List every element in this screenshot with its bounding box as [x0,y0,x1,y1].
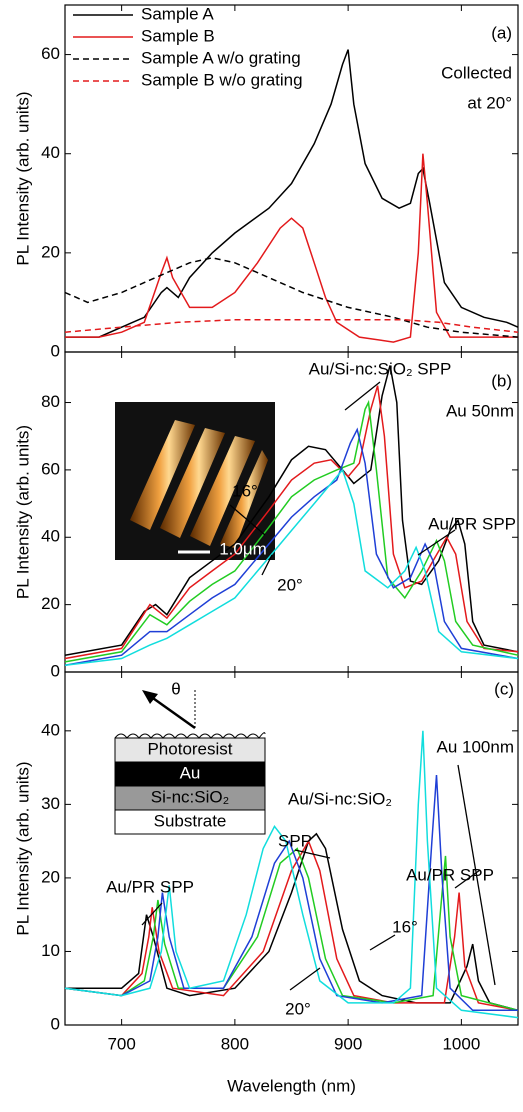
annotation: Substrate [154,811,227,830]
x-tick-label: 800 [221,1034,249,1053]
y-axis-label: PL Intensity (arb. units) [13,425,32,599]
annotation: Si-nc:SiO₂ [151,787,229,806]
legend-label: Sample A [141,4,214,23]
annotation: Au [180,763,201,782]
annotation: (b) [491,371,512,390]
annotation: 20° [277,575,303,594]
y-axis-label: PL Intensity (arb. units) [13,761,32,935]
y-tick-label: 0 [51,661,60,680]
pointer-line [290,968,320,990]
x-axis-label: Wavelength (nm) [227,1076,356,1095]
annotation: Au/PR SPP [428,514,516,533]
annotation: 1.0μm [219,539,267,558]
data-line [65,50,518,338]
annotation: Au/Si-nc:SiO₂ [288,789,392,808]
y-tick-label: 0 [51,1014,60,1033]
x-tick-label: 900 [334,1034,362,1053]
data-line [65,258,518,337]
y-tick-label: 40 [41,143,60,162]
legend-label: Sample B [141,26,215,45]
y-tick-label: 10 [41,941,60,960]
y-tick-label: 0 [51,341,60,360]
y-tick-label: 60 [41,44,60,63]
annotation: Au 50nm [446,401,514,420]
x-tick-label: 1000 [442,1034,480,1053]
annotation: 20° [285,999,311,1018]
annotation: θ [171,679,180,698]
annotation: Au/PR SPP [106,877,194,896]
annotation: Au/Si-nc:SiO₂ SPP [309,359,452,378]
annotation: (c) [494,679,514,698]
y-tick-label: 20 [41,867,60,886]
y-tick-label: 40 [41,720,60,739]
y-tick-label: 40 [41,527,60,546]
pointer-line [370,935,395,950]
annotation: at 20° [467,93,512,112]
annotation: 16° [232,481,258,500]
annotation: Au 100nm [437,737,515,756]
legend-label: Sample B w/o grating [141,70,303,89]
figure: 0 20 40 60 PL Intensity (arb. units) Sample A… [0,0,523,1112]
y-tick-label: 80 [41,392,60,411]
x-tick-label: 700 [107,1034,135,1053]
annotation: (a) [491,23,512,42]
annotation: Photoresist [147,739,232,758]
y-tick-label: 20 [41,242,60,261]
annotation: Collected [441,63,512,82]
data-line [65,154,518,342]
annotation: SPP [278,831,312,850]
y-tick-label: 30 [41,794,60,813]
annotation: Au/PR SPP [406,865,494,884]
annotation: 16° [392,917,418,936]
legend-label: Sample A w/o grating [141,48,301,67]
y-axis-label: PL Intensity (arb. units) [13,91,32,265]
y-tick-label: 20 [41,594,60,613]
y-tick-label: 60 [41,459,60,478]
